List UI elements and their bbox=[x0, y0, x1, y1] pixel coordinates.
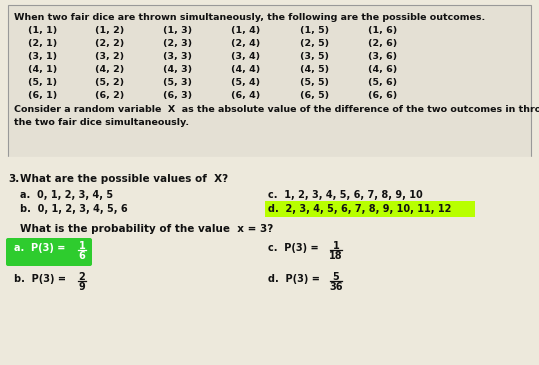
Text: (1, 5): (1, 5) bbox=[300, 26, 329, 35]
FancyBboxPatch shape bbox=[6, 238, 92, 266]
Text: (2, 5): (2, 5) bbox=[300, 39, 329, 48]
Text: (6, 3): (6, 3) bbox=[163, 91, 192, 100]
Text: (5, 4): (5, 4) bbox=[231, 78, 260, 87]
Text: (2, 6): (2, 6) bbox=[368, 39, 397, 48]
Text: c.  1, 2, 3, 4, 5, 6, 7, 8, 9, 10: c. 1, 2, 3, 4, 5, 6, 7, 8, 9, 10 bbox=[268, 190, 423, 200]
Text: (3, 6): (3, 6) bbox=[368, 52, 397, 61]
Text: 18: 18 bbox=[329, 251, 343, 261]
Text: 36: 36 bbox=[329, 282, 343, 292]
Text: (3, 4): (3, 4) bbox=[231, 52, 260, 61]
Text: When two fair dice are thrown simultaneously, the following are the possible out: When two fair dice are thrown simultaneo… bbox=[14, 13, 485, 22]
Text: (6, 4): (6, 4) bbox=[231, 91, 260, 100]
Text: (3, 1): (3, 1) bbox=[28, 52, 57, 61]
Text: Consider a random variable  X  as the absolute value of the difference of the tw: Consider a random variable X as the abso… bbox=[14, 105, 539, 114]
Bar bbox=[0, 157, 539, 172]
Text: (4, 5): (4, 5) bbox=[300, 65, 329, 74]
Text: (5, 2): (5, 2) bbox=[95, 78, 124, 87]
Text: (6, 5): (6, 5) bbox=[300, 91, 329, 100]
Text: (1, 3): (1, 3) bbox=[163, 26, 192, 35]
Text: 2: 2 bbox=[79, 272, 85, 282]
Text: (5, 5): (5, 5) bbox=[300, 78, 329, 87]
Text: (3, 3): (3, 3) bbox=[163, 52, 192, 61]
Text: 3.: 3. bbox=[8, 174, 19, 184]
Text: (5, 3): (5, 3) bbox=[163, 78, 192, 87]
Text: (4, 1): (4, 1) bbox=[28, 65, 57, 74]
Text: (2, 2): (2, 2) bbox=[95, 39, 125, 48]
Text: What are the possible values of  X?: What are the possible values of X? bbox=[20, 174, 228, 184]
Text: (4, 3): (4, 3) bbox=[163, 65, 192, 74]
Text: (1, 1): (1, 1) bbox=[28, 26, 57, 35]
Text: d.  2, 3, 4, 5, 6, 7, 8, 9, 10, 11, 12: d. 2, 3, 4, 5, 6, 7, 8, 9, 10, 11, 12 bbox=[268, 204, 451, 214]
Text: (4, 6): (4, 6) bbox=[368, 65, 397, 74]
Text: 9: 9 bbox=[79, 282, 85, 292]
Text: (3, 2): (3, 2) bbox=[95, 52, 124, 61]
Text: (5, 1): (5, 1) bbox=[28, 78, 57, 87]
Text: 6: 6 bbox=[79, 251, 85, 261]
Text: (6, 2): (6, 2) bbox=[95, 91, 125, 100]
Text: (4, 2): (4, 2) bbox=[95, 65, 125, 74]
Text: (6, 6): (6, 6) bbox=[368, 91, 397, 100]
Text: (4, 4): (4, 4) bbox=[231, 65, 260, 74]
Text: (1, 6): (1, 6) bbox=[368, 26, 397, 35]
Text: (3, 5): (3, 5) bbox=[300, 52, 329, 61]
Text: (1, 2): (1, 2) bbox=[95, 26, 125, 35]
Text: 1: 1 bbox=[333, 241, 340, 251]
FancyBboxPatch shape bbox=[265, 201, 475, 217]
Text: What is the probability of the value  x = 3?: What is the probability of the value x =… bbox=[20, 224, 273, 234]
Text: b.  0, 1, 2, 3, 4, 5, 6: b. 0, 1, 2, 3, 4, 5, 6 bbox=[20, 204, 128, 214]
Text: a.  P(3) =: a. P(3) = bbox=[14, 243, 69, 253]
Text: (2, 3): (2, 3) bbox=[163, 39, 192, 48]
FancyBboxPatch shape bbox=[8, 5, 531, 158]
Text: 5: 5 bbox=[333, 272, 340, 282]
Text: d.  P(3) =: d. P(3) = bbox=[268, 274, 323, 284]
Text: 1: 1 bbox=[79, 241, 85, 251]
Text: the two fair dice simultaneously.: the two fair dice simultaneously. bbox=[14, 118, 189, 127]
Text: (1, 4): (1, 4) bbox=[231, 26, 260, 35]
Text: (6, 1): (6, 1) bbox=[28, 91, 57, 100]
Text: (5, 6): (5, 6) bbox=[368, 78, 397, 87]
Text: c.  P(3) =: c. P(3) = bbox=[268, 243, 322, 253]
Text: a.  0, 1, 2, 3, 4, 5: a. 0, 1, 2, 3, 4, 5 bbox=[20, 190, 113, 200]
Text: b.  P(3) =: b. P(3) = bbox=[14, 274, 70, 284]
Text: (2, 4): (2, 4) bbox=[231, 39, 260, 48]
Text: (2, 1): (2, 1) bbox=[28, 39, 57, 48]
